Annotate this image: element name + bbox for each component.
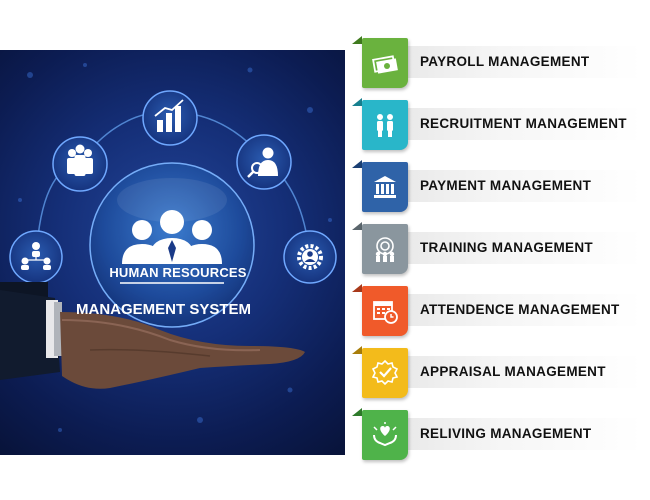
icon-tab-recruitment — [362, 100, 408, 150]
icon-tab-payroll — [362, 38, 408, 88]
menu-item-appraisal[interactable]: APPRAISAL MANAGEMENT — [352, 346, 642, 400]
tab-fold — [352, 408, 362, 416]
menu-item-payroll[interactable]: PAYROLL MANAGEMENT — [352, 36, 642, 90]
icon-tab-training — [362, 224, 408, 274]
menu-item-training[interactable]: TRAINING MANAGEMENT — [352, 222, 642, 276]
hr-hero-image: HUMAN RESOURCES MANAGEMENT SYSTEM — [0, 50, 345, 455]
tab-fold — [352, 222, 362, 230]
icon-tab-appraisal — [362, 348, 408, 398]
hr-network-graphic — [0, 63, 337, 432]
tab-fold — [352, 346, 362, 354]
menu-label: RECRUITMENT MANAGEMENT — [420, 116, 627, 131]
menu-label: APPRAISAL MANAGEMENT — [420, 364, 606, 379]
icon-tab-reliving — [362, 410, 408, 460]
money-icon — [372, 55, 398, 74]
menu-item-recruitment[interactable]: RECRUITMENT MANAGEMENT — [352, 98, 642, 152]
tab-fold — [352, 284, 362, 292]
org-chart-icon — [9, 230, 63, 284]
tab-fold — [352, 160, 362, 168]
team-icon — [52, 136, 108, 192]
menu-label: RELIVING MANAGEMENT — [420, 426, 592, 441]
menu-item-payment[interactable]: PAYMENT MANAGEMENT — [352, 160, 642, 214]
menu-item-reliving[interactable]: RELIVING MANAGEMENT — [352, 408, 642, 462]
menu-label: PAYMENT MANAGEMENT — [420, 178, 592, 193]
calendar-clock-icon — [373, 301, 398, 324]
tab-fold — [352, 36, 362, 44]
menu-label: TRAINING MANAGEMENT — [420, 240, 593, 255]
management-system-label: MANAGEMENT SYSTEM — [76, 301, 252, 318]
bank-icon — [374, 176, 396, 198]
hr-badge-label: HUMAN RESOURCES — [109, 265, 247, 280]
people-icon — [377, 114, 393, 137]
bokeh-dots — [18, 63, 332, 432]
open-hand-image — [0, 282, 305, 389]
icon-tab-payment — [362, 162, 408, 212]
person-search-icon — [236, 134, 292, 190]
award-badge-icon — [371, 359, 399, 386]
heart-hands-icon — [373, 422, 397, 447]
menu-item-attendence[interactable]: ATTENDENCE MANAGEMENT — [352, 284, 642, 338]
menu-label: PAYROLL MANAGEMENT — [420, 54, 590, 69]
bar-chart-icon — [142, 90, 198, 146]
tab-fold — [352, 98, 362, 106]
hr-bubble — [89, 162, 255, 328]
icon-tab-attendence — [362, 286, 408, 336]
training-icon — [375, 237, 395, 262]
gear-person-icon — [283, 230, 337, 284]
menu-label: ATTENDENCE MANAGEMENT — [420, 302, 620, 317]
